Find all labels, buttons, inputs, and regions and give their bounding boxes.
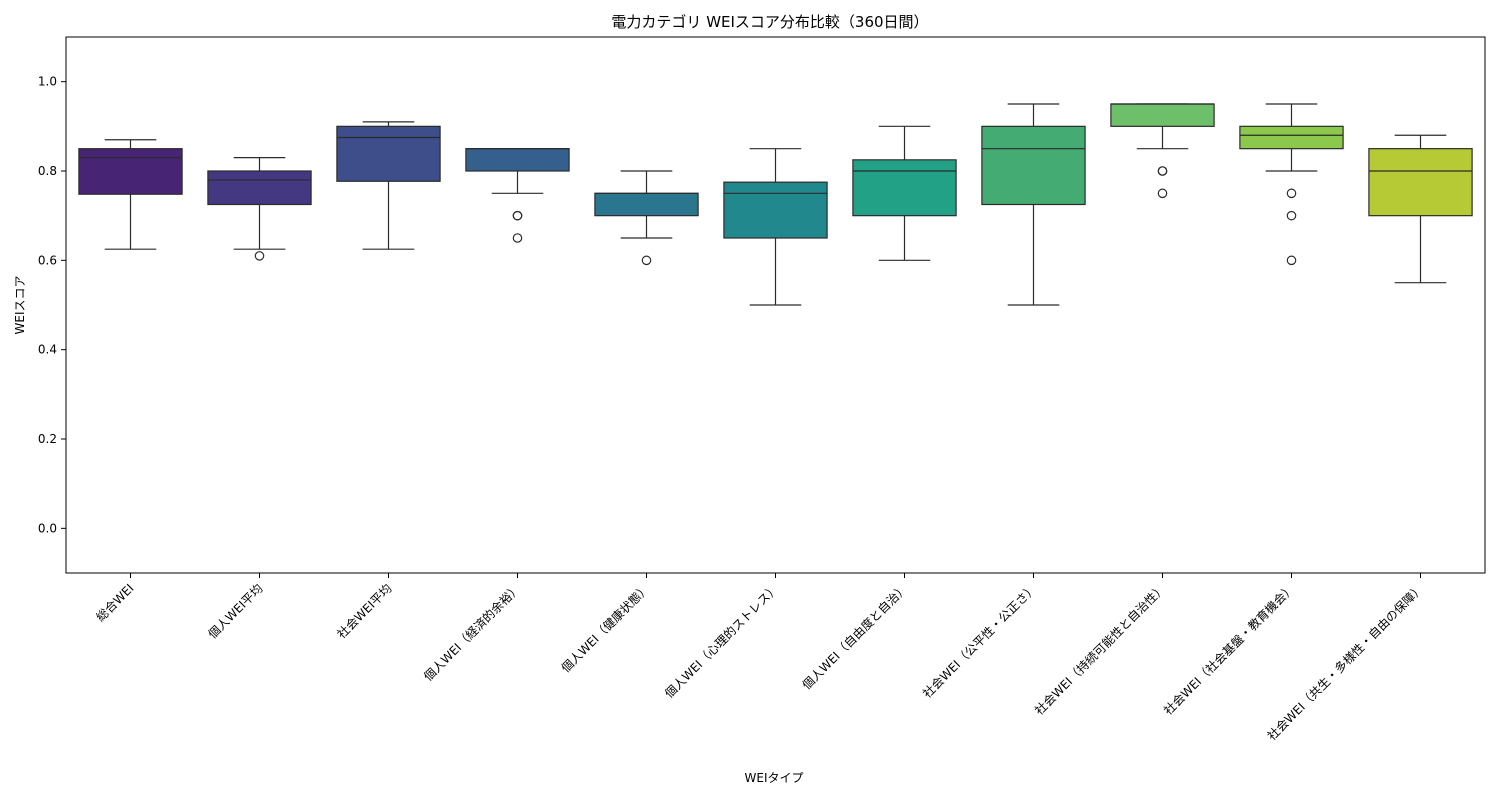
chart-title: 電力カテゴリ WEIスコア分布比較（360日間）: [611, 13, 928, 31]
x-tick-label: 社会WEI（公平性・公正さ）: [919, 581, 1039, 701]
y-axis-label: WEIスコア: [13, 276, 27, 335]
x-tick-label: 社会WEI（持続可能性と自治性）: [1031, 581, 1168, 718]
y-tick-label: 0.0: [38, 521, 57, 535]
x-tick-label: 個人WEI（健康状態）: [558, 581, 653, 676]
x-tick-label: 社会WEI（社会基盤・教育機会）: [1160, 581, 1297, 718]
x-tick-label: 社会WEI平均: [334, 581, 395, 642]
y-tick-label: 0.4: [38, 343, 57, 357]
x-tick-label: 総合WEI: [93, 581, 137, 625]
plot-frame: [65, 36, 1486, 574]
y-tick-label: 0.2: [38, 432, 57, 446]
x-tick-label: 社会WEI（共生・多様性・自由の保障）: [1264, 581, 1427, 744]
outlier-point: [641, 255, 652, 266]
outlier-point: [1286, 188, 1297, 199]
box-iqr: [723, 181, 828, 239]
box-iqr: [78, 148, 183, 195]
x-tick-label: 個人WEI（自由度と自治）: [799, 581, 911, 693]
box-iqr: [1368, 148, 1473, 217]
box-iqr: [207, 170, 312, 206]
x-axis-label: WEIタイプ: [745, 771, 804, 785]
box-iqr: [1239, 125, 1344, 150]
y-tick-label: 0.8: [38, 164, 57, 178]
box-iqr: [1110, 103, 1215, 127]
box-iqr: [852, 159, 957, 217]
y-tick-label: 1.0: [38, 75, 57, 89]
outlier-point: [1157, 166, 1168, 176]
box-iqr: [594, 192, 699, 217]
outlier-point: [1157, 188, 1168, 199]
x-tick-label: 個人WEI平均: [206, 581, 266, 641]
x-tick-label: 個人WEI（経済的余裕）: [420, 581, 523, 684]
box-iqr: [336, 125, 441, 182]
y-tick-label: 0.6: [38, 253, 57, 267]
x-tick-label: 個人WEI（心理的ストレス）: [661, 581, 781, 701]
box-iqr: [465, 148, 570, 172]
outlier-point: [254, 251, 265, 261]
outlier-point: [512, 233, 523, 243]
outlier-point: [1286, 210, 1297, 221]
outlier-point: [1286, 255, 1297, 266]
outlier-point: [512, 210, 523, 221]
box-iqr: [981, 125, 1086, 206]
